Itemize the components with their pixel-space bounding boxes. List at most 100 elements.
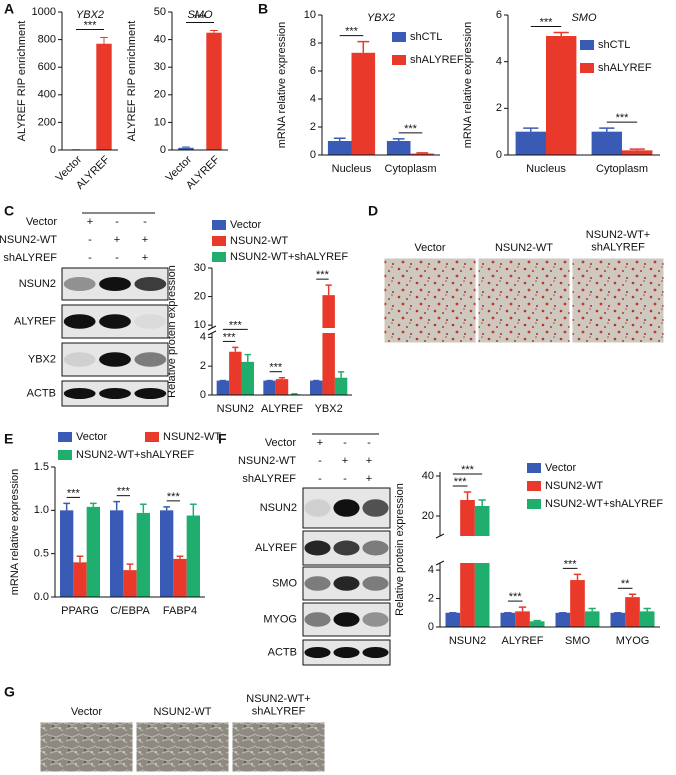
- blot-band: [333, 540, 360, 556]
- y-tick-label: 30: [194, 262, 206, 274]
- bar: [515, 611, 530, 627]
- blot-band: [304, 647, 331, 658]
- y-axis-label: Relative protein expression: [166, 265, 178, 398]
- x-tick-label: MYOG: [616, 635, 650, 647]
- y-tick-label: 4: [428, 564, 434, 576]
- micrograph: [135, 721, 230, 773]
- bar: [584, 611, 600, 627]
- legend-label: NSUN2-WT+shALYREF: [76, 449, 194, 461]
- error-bar: [628, 593, 637, 598]
- bar: [327, 141, 352, 155]
- significance-label: ***: [345, 26, 359, 38]
- y-tick-label: 2: [496, 102, 502, 114]
- condition-mark: -: [115, 216, 119, 228]
- error-bar: [463, 491, 472, 500]
- blot-band: [362, 576, 389, 591]
- error-bar: [416, 152, 429, 154]
- condition-mark: +: [317, 437, 323, 449]
- blot-band: [304, 612, 331, 627]
- blot-row-label: NSUN2: [19, 278, 56, 290]
- bar: [178, 147, 194, 150]
- significance-label: ***: [564, 558, 578, 570]
- legend-label: shCTL: [598, 39, 630, 51]
- condition-mark: +: [366, 473, 372, 485]
- error-bar: [140, 503, 147, 513]
- blot-band: [362, 647, 389, 658]
- bar: [570, 580, 585, 627]
- bar: [474, 506, 490, 627]
- bar: [263, 380, 276, 395]
- y-tick-label: 40: [422, 470, 434, 482]
- legend-label: NSUN2-WT: [545, 480, 603, 492]
- error-bar: [113, 500, 120, 511]
- error-bar: [643, 607, 651, 612]
- blot-band: [304, 499, 331, 517]
- y-tick-label: 0: [200, 389, 206, 401]
- error-bar: [325, 284, 332, 296]
- x-tick-label: FABP4: [163, 605, 197, 617]
- micrograph: [231, 721, 326, 773]
- y-tick-label: 0: [496, 149, 502, 161]
- error-bar: [573, 573, 582, 581]
- x-tick-label: PPARG: [61, 605, 99, 617]
- bar: [460, 500, 475, 627]
- condition-mark: +: [87, 216, 93, 228]
- error-bar: [588, 607, 596, 612]
- condition-mark: -: [143, 216, 147, 228]
- y-tick-label: 0: [50, 144, 56, 156]
- y-tick-label: 1.0: [34, 504, 49, 516]
- condition-mark: -: [88, 252, 92, 264]
- blot-band: [99, 388, 131, 399]
- chart-title: YBX2: [367, 12, 395, 24]
- x-tick-label: NSUN2: [449, 635, 486, 647]
- micrograph-label: NSUN2-WT+ shALYREF: [586, 229, 650, 254]
- y-tick-label: 800: [38, 34, 56, 46]
- bar: [386, 141, 411, 155]
- error-bar: [392, 138, 405, 141]
- significance-label: ***: [269, 362, 283, 374]
- legend-swatch: [527, 481, 541, 491]
- blot-band: [99, 276, 131, 292]
- y-axis-label: mRNA relative expression: [9, 469, 21, 596]
- bar: [160, 510, 174, 597]
- condition-label: NSUN2-WT: [0, 234, 57, 246]
- micrograph-label: NSUN2-WT+ shALYREF: [246, 693, 310, 718]
- blot-row-label: SMO: [272, 577, 298, 589]
- y-tick-label: 0: [310, 149, 316, 161]
- panel-label: E: [4, 431, 13, 447]
- blot-band: [362, 612, 389, 627]
- x-tick-label: Nucleus: [332, 163, 372, 175]
- significance-label: ***: [316, 269, 330, 281]
- condition-mark: -: [367, 437, 371, 449]
- x-tick-label: SMO: [565, 635, 591, 647]
- bar: [515, 131, 546, 155]
- blot-band: [333, 576, 360, 591]
- y-tick-label: 10: [304, 9, 316, 21]
- legend-swatch: [527, 463, 541, 473]
- bar: [622, 150, 653, 155]
- micrograph: [477, 257, 571, 344]
- panel-label: C: [4, 203, 14, 219]
- condition-mark: -: [343, 473, 347, 485]
- y-tick-label: 6: [496, 9, 502, 21]
- y-tick-label: 50: [154, 6, 166, 18]
- legend-swatch: [212, 220, 226, 230]
- y-axis-label: mRNA relative expression: [462, 22, 474, 149]
- bar: [173, 558, 187, 597]
- significance-label: ***: [194, 12, 208, 24]
- bar: [229, 351, 242, 395]
- bar: [610, 612, 626, 627]
- bar: [241, 361, 254, 395]
- y-tick-label: 1.5: [34, 461, 49, 473]
- error-bar: [182, 146, 190, 148]
- legend-swatch: [392, 55, 406, 65]
- legend-label: shCTL: [410, 31, 442, 43]
- bar: [136, 512, 150, 597]
- significance-label: ***: [167, 491, 181, 503]
- blot-band: [63, 388, 96, 399]
- axis-break: [434, 536, 662, 563]
- bar: [500, 612, 516, 627]
- y-axis-label: ALYREF RIP enrichment: [16, 21, 28, 142]
- y-tick-label: 0.0: [34, 591, 49, 603]
